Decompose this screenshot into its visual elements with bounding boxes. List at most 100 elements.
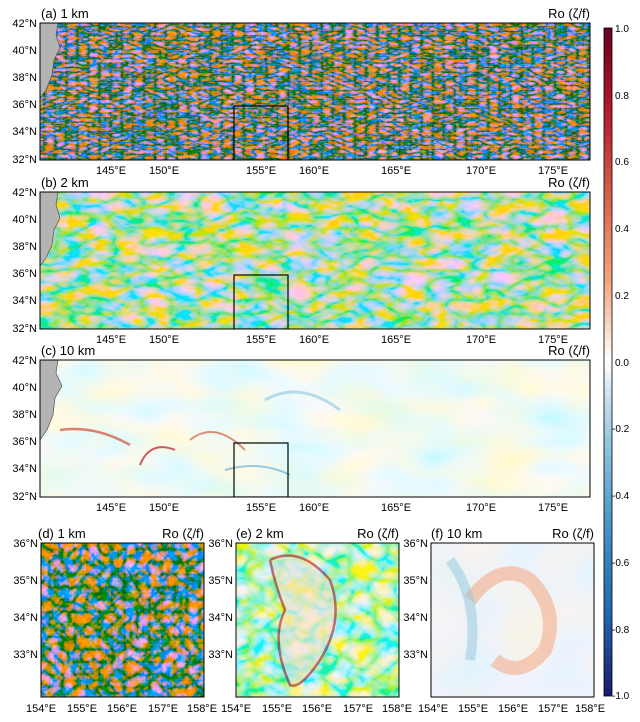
y-tick: 40°N bbox=[12, 382, 37, 394]
colorbar-tick: -0.2 bbox=[612, 424, 630, 435]
panel-d-label: (d) 1 km bbox=[38, 526, 86, 541]
y-tick: 42°N bbox=[12, 355, 37, 367]
y-tick: 34°N bbox=[12, 463, 37, 475]
panel-a-map bbox=[40, 23, 590, 160]
panel-e-label: (e) 2 km bbox=[236, 526, 284, 541]
y-tick: 34°N bbox=[403, 612, 428, 624]
x-tick: 175°E bbox=[538, 165, 568, 177]
panel-d-map bbox=[41, 543, 204, 697]
x-tick: 156°E bbox=[498, 703, 528, 715]
y-tick: 33°N bbox=[403, 649, 428, 661]
y-tick: 38°N bbox=[12, 72, 37, 84]
x-tick: 155°E bbox=[262, 703, 292, 715]
panel-b-quantity: Ro (ζ/f) bbox=[548, 175, 590, 190]
panel-c-subregion-box bbox=[233, 442, 289, 497]
x-tick: 158°E bbox=[575, 703, 605, 715]
y-tick: 33°N bbox=[13, 649, 38, 661]
panel-b-map bbox=[40, 192, 590, 329]
y-tick: 38°N bbox=[12, 241, 37, 253]
y-tick: 36°N bbox=[208, 538, 233, 550]
y-tick: 33°N bbox=[208, 649, 233, 661]
panel-f-map bbox=[431, 543, 594, 697]
y-tick: 36°N bbox=[12, 99, 37, 111]
x-tick: 160°E bbox=[299, 334, 329, 346]
panel-b-x-ticks: 145°E 150°E 155°E 160°E 165°E 170°E 175°… bbox=[96, 334, 568, 346]
x-tick: 155°E bbox=[458, 703, 488, 715]
y-tick: 32°N bbox=[12, 491, 37, 503]
y-tick: 36°N bbox=[12, 436, 37, 448]
panel-b-subregion-box bbox=[233, 274, 289, 329]
x-tick: 155°E bbox=[67, 703, 97, 715]
colorbar-tick: 0.0 bbox=[615, 358, 629, 369]
y-tick: 38°N bbox=[12, 409, 37, 421]
x-tick: 157°E bbox=[538, 703, 568, 715]
panel-f-x-ticks: 154°E 155°E 156°E 157°E 158°E bbox=[418, 703, 605, 715]
x-tick: 155°E bbox=[246, 165, 276, 177]
x-tick: 165°E bbox=[381, 334, 411, 346]
x-tick: 170°E bbox=[466, 502, 496, 514]
panel-a-subregion-box bbox=[233, 105, 289, 160]
panel-f: (f) 10 km Ro (ζ/f) 36°N 35°N 34°N 33°N 1… bbox=[403, 526, 605, 715]
y-tick: 35°N bbox=[403, 575, 428, 587]
y-tick: 35°N bbox=[13, 575, 38, 587]
y-tick: 36°N bbox=[12, 268, 37, 280]
y-tick: 32°N bbox=[12, 323, 37, 335]
x-tick: 145°E bbox=[96, 165, 126, 177]
panel-c: (c) 10 km Ro (ζ/f) 42°N 40°N 38°N 36°N 3… bbox=[12, 343, 591, 514]
x-tick: 155°E bbox=[246, 334, 276, 346]
y-tick: 36°N bbox=[13, 538, 38, 550]
colorbar-tick: 0.2 bbox=[615, 291, 629, 302]
panel-d: (d) 1 km Ro (ζ/f) 36°N 35°N 34°N 33°N 15… bbox=[13, 526, 217, 715]
x-tick: 157°E bbox=[343, 703, 373, 715]
colorbar-tick: 0.8 bbox=[615, 91, 629, 102]
panel-b-land bbox=[40, 192, 61, 267]
panel-c-x-ticks: 145°E 150°E 155°E 160°E 165°E 170°E 175°… bbox=[96, 502, 568, 514]
colorbar-tick: -1.0 bbox=[612, 691, 630, 702]
y-tick: 40°N bbox=[12, 214, 37, 226]
y-tick: 32°N bbox=[12, 154, 37, 166]
x-tick: 160°E bbox=[299, 502, 329, 514]
x-tick: 155°E bbox=[246, 502, 276, 514]
panel-b: (b) 2 km Ro (ζ/f) 42°N 40°N 38°N 36°N 34… bbox=[12, 175, 591, 346]
colorbar-tick: 0.6 bbox=[615, 157, 629, 168]
panel-a-land bbox=[40, 23, 61, 99]
x-tick: 165°E bbox=[381, 165, 411, 177]
x-tick: 154°E bbox=[418, 703, 448, 715]
panel-e-x-ticks: 154°E 155°E 156°E 157°E 158°E bbox=[221, 703, 412, 715]
panel-a-y-ticks: 42°N 40°N 38°N 36°N 34°N 32°N bbox=[12, 18, 37, 166]
y-tick: 34°N bbox=[12, 126, 37, 138]
panel-e-map bbox=[236, 543, 399, 697]
panel-d-x-ticks: 154°E 155°E 156°E 157°E 158°E bbox=[26, 703, 217, 715]
panel-e-y-ticks: 36°N 35°N 34°N 33°N bbox=[208, 538, 233, 661]
panel-c-map bbox=[40, 360, 590, 497]
panel-d-quantity: Ro (ζ/f) bbox=[162, 526, 204, 541]
x-tick: 158°E bbox=[187, 703, 217, 715]
panel-a-x-ticks: 145°E 150°E 155°E 160°E 165°E 170°E 175°… bbox=[96, 165, 568, 177]
panel-a-label: (a) 1 km bbox=[41, 6, 89, 21]
x-tick: 150°E bbox=[149, 165, 179, 177]
colorbar-tick: -0.6 bbox=[612, 558, 630, 569]
x-tick: 157°E bbox=[148, 703, 178, 715]
colorbar: 1.0 0.8 0.6 0.4 0.2 0.0 -0.2 -0.4 -0.6 -… bbox=[603, 24, 630, 702]
x-tick: 156°E bbox=[302, 703, 332, 715]
y-tick: 34°N bbox=[13, 612, 38, 624]
x-tick: 170°E bbox=[466, 334, 496, 346]
panel-c-quantity: Ro (ζ/f) bbox=[548, 343, 590, 358]
panel-c-y-ticks: 42°N 40°N 38°N 36°N 34°N 32°N bbox=[12, 355, 37, 503]
x-tick: 165°E bbox=[381, 502, 411, 514]
panel-f-y-ticks: 36°N 35°N 34°N 33°N bbox=[403, 538, 428, 661]
colorbar-tick: 0.4 bbox=[615, 224, 629, 235]
panel-a: (a) 1 km Ro (ζ/f) 42°N 40°N 38°N 36°N 34… bbox=[12, 6, 591, 177]
panel-d-y-ticks: 36°N 35°N 34°N 33°N bbox=[13, 538, 38, 661]
x-tick: 160°E bbox=[299, 165, 329, 177]
panel-f-quantity: Ro (ζ/f) bbox=[552, 526, 594, 541]
y-tick: 35°N bbox=[208, 575, 233, 587]
panel-a-quantity: Ro (ζ/f) bbox=[548, 6, 590, 21]
x-tick: 175°E bbox=[538, 502, 568, 514]
y-tick: 42°N bbox=[12, 187, 37, 199]
panel-f-label: (f) 10 km bbox=[431, 526, 482, 541]
colorbar-ticks: 1.0 0.8 0.6 0.4 0.2 0.0 -0.2 -0.4 -0.6 -… bbox=[612, 24, 630, 702]
y-tick: 42°N bbox=[12, 18, 37, 30]
x-tick: 154°E bbox=[221, 703, 251, 715]
panel-b-y-ticks: 42°N 40°N 38°N 36°N 34°N 32°N bbox=[12, 187, 37, 335]
